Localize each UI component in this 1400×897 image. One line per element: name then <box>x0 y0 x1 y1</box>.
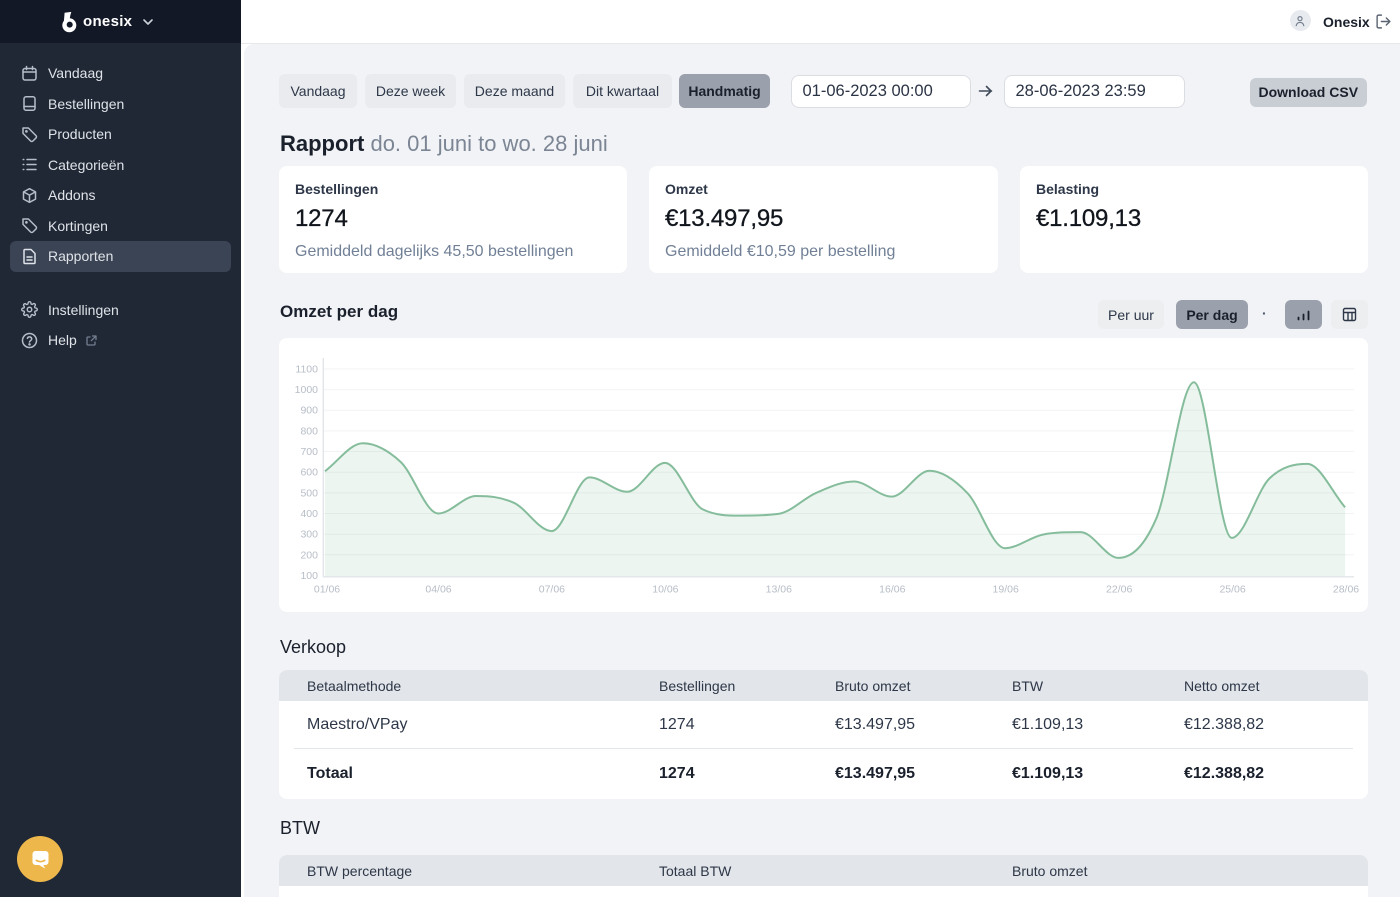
svg-text:200: 200 <box>300 549 318 561</box>
svg-text:13/06: 13/06 <box>766 584 792 596</box>
svg-text:25/06: 25/06 <box>1219 584 1245 596</box>
svg-text:700: 700 <box>300 446 318 458</box>
svg-text:800: 800 <box>300 425 318 437</box>
svg-text:900: 900 <box>300 405 318 417</box>
svg-text:500: 500 <box>300 487 318 499</box>
svg-text:01/06: 01/06 <box>314 584 340 596</box>
svg-text:04/06: 04/06 <box>425 584 451 596</box>
svg-text:300: 300 <box>300 529 318 541</box>
svg-text:1100: 1100 <box>295 363 318 375</box>
svg-text:22/06: 22/06 <box>1106 584 1132 596</box>
svg-text:10/06: 10/06 <box>652 584 678 596</box>
svg-text:19/06: 19/06 <box>993 584 1019 596</box>
svg-text:07/06: 07/06 <box>539 584 565 596</box>
svg-text:16/06: 16/06 <box>879 584 905 596</box>
svg-text:400: 400 <box>300 508 318 520</box>
svg-text:100: 100 <box>300 570 318 582</box>
svg-text:600: 600 <box>300 467 318 479</box>
svg-text:1000: 1000 <box>295 384 319 396</box>
svg-text:28/06: 28/06 <box>1333 584 1359 596</box>
